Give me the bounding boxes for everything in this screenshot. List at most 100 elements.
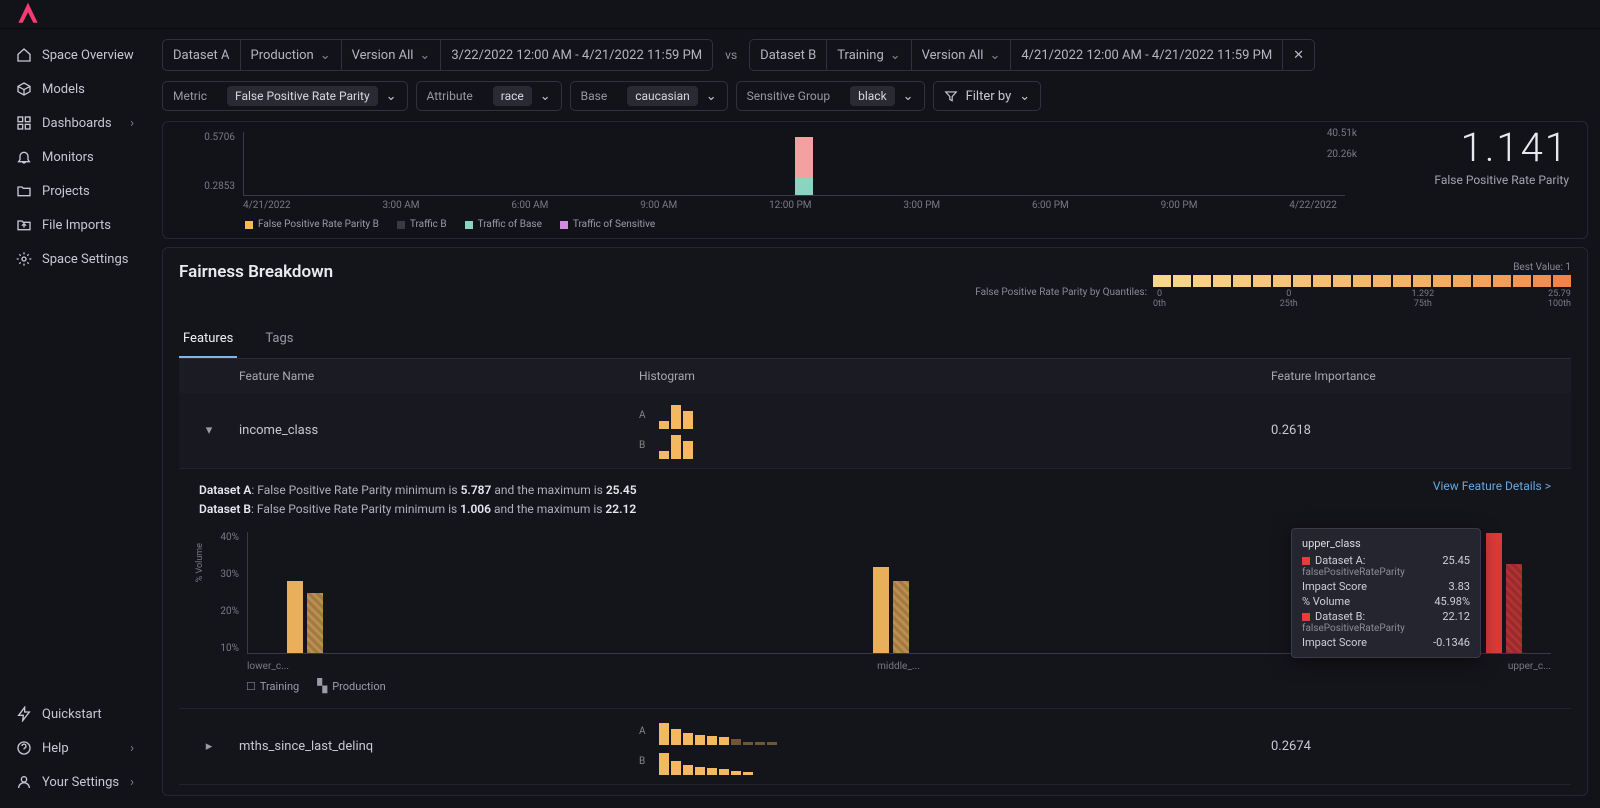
brand-logo xyxy=(14,0,42,28)
dataset-b-daterange[interactable]: PDT 4/21/2022 12:00 AM - 4/21/2022 11:59… xyxy=(1011,40,1283,70)
sidebar-item-monitors[interactable]: Monitors xyxy=(8,141,142,173)
panel-tabs: Features Tags xyxy=(179,323,1571,359)
kpi-label: False Positive Rate Parity xyxy=(1434,173,1569,187)
bell-icon xyxy=(16,149,32,165)
vs-label: vs xyxy=(721,48,741,62)
feature-importance: 0.2618 xyxy=(1271,423,1571,438)
sidebar-item-label: Dashboards xyxy=(42,116,112,131)
dataset-a-version-select[interactable]: Version All⌄ xyxy=(342,40,442,70)
sidebar-item-label: Quickstart xyxy=(42,707,102,722)
sidebar-item-label: File Imports xyxy=(42,218,111,233)
close-icon: ✕ xyxy=(1293,48,1304,63)
expand-toggle[interactable]: ▸ xyxy=(179,739,239,754)
chevron-down-icon: ⌄ xyxy=(419,48,430,63)
chevron-down-icon: ⌄ xyxy=(320,48,331,63)
dataset-b-version-select[interactable]: Version All⌄ xyxy=(912,40,1012,70)
chevron-down-icon: ⌄ xyxy=(540,89,551,104)
chevron-down-icon: ⌄ xyxy=(890,48,901,63)
sidebar-item-your-settings[interactable]: Your Settings › xyxy=(8,766,142,798)
quantile-label: False Positive Rate Parity by Quantiles: xyxy=(975,287,1147,298)
grid-icon xyxy=(16,115,32,131)
user-icon xyxy=(16,774,32,790)
sidebar-item-projects[interactable]: Projects xyxy=(8,175,142,207)
topbar xyxy=(0,0,1600,29)
view-feature-details-link[interactable]: View Feature Details > xyxy=(1433,479,1551,493)
chevron-right-icon: › xyxy=(130,116,134,131)
metric-chip[interactable]: Metric False Positive Rate Parity⌄ xyxy=(162,81,408,111)
dataset-a-env-select[interactable]: Production⌄ xyxy=(241,40,342,70)
filter-by-button[interactable]: Filter by ⌄ xyxy=(933,81,1042,111)
sidebar-item-file-imports[interactable]: File Imports xyxy=(8,209,142,241)
chevron-right-icon: › xyxy=(130,741,134,756)
sidebar-item-label: Projects xyxy=(42,184,90,199)
upload-icon xyxy=(16,217,32,233)
dataset-a-label: Dataset A xyxy=(163,40,241,70)
sidebar: Space Overview Models Dashboards › Monit… xyxy=(0,29,150,808)
feature-importance: 0.2674 xyxy=(1271,739,1571,754)
summary-chart-panel: 0.5706 0.2853 40.51k 20.26k 1.141 False … xyxy=(162,121,1588,239)
sidebar-item-help[interactable]: Help › xyxy=(8,732,142,764)
chevron-down-icon: ⌄ xyxy=(706,89,717,104)
dataset-b-env-select[interactable]: Training⌄ xyxy=(827,40,911,70)
fairness-breakdown-panel: Fairness Breakdown Best Value: 1 False P… xyxy=(162,247,1588,796)
mini-chart-y-axis: 0.5706 0.2853 xyxy=(175,132,235,192)
sidebar-item-label: Space Settings xyxy=(42,252,128,267)
sidebar-item-models[interactable]: Models xyxy=(8,73,142,105)
sidebar-item-dashboards[interactable]: Dashboards › xyxy=(8,107,142,139)
feature-name: mths_since_last_delinq xyxy=(239,739,639,754)
sidebar-item-label: Space Overview xyxy=(42,48,134,63)
dataset-a-daterange[interactable]: PDT 3/22/2022 12:00 AM - 4/21/2022 11:59… xyxy=(441,40,712,70)
quantile-legend: Best Value: 1 False Positive Rate Parity… xyxy=(975,262,1571,309)
dataset-a-group: Dataset A Production⌄ Version All⌄ PDT 3… xyxy=(162,39,713,71)
summary-kpi: 1.141 False Positive Rate Parity xyxy=(1359,124,1569,187)
feature-table-header: Feature Name Histogram Feature Importanc… xyxy=(179,359,1571,393)
kpi-value: 1.141 xyxy=(1461,124,1569,171)
collapse-toggle[interactable]: ▾ xyxy=(179,423,239,438)
base-chip[interactable]: Base caucasian⌄ xyxy=(570,81,728,111)
attribute-chip[interactable]: Attribute race⌄ xyxy=(416,81,562,111)
best-value-label: Best Value: 1 xyxy=(1513,262,1571,273)
dataset-b-group: Dataset B Training⌄ Version All⌄ PDT 4/2… xyxy=(749,39,1315,71)
detail-chart[interactable]: % Volume 40%30%20%10% lower_c...middle_.… xyxy=(199,532,1551,672)
detail-chart-y-axis: 40%30%20%10% xyxy=(199,532,239,654)
feature-row-income-class: ▾ income_class A B 0.2618 xyxy=(179,393,1571,469)
dataset-filter-bar: Dataset A Production⌄ Version All⌄ PDT 3… xyxy=(150,29,1600,81)
feature-histogram: A B xyxy=(639,719,1271,775)
cube-icon xyxy=(16,81,32,97)
mini-chart-x-axis: 4/21/20223:00 AM6:00 AM9:00 AM12:00 PM3:… xyxy=(243,200,1337,211)
feature-name: income_class xyxy=(239,423,639,438)
home-icon xyxy=(16,47,32,63)
mini-chart-legend: False Positive Rate Parity BTraffic BTra… xyxy=(245,219,1575,230)
chevron-down-icon: ⌄ xyxy=(1019,89,1030,104)
sidebar-item-label: Help xyxy=(42,741,69,756)
col-feature-name[interactable]: Feature Name xyxy=(239,369,639,383)
panel-title: Fairness Breakdown xyxy=(179,262,333,282)
mini-chart-right-y-axis: 40.51k 20.26k xyxy=(1327,128,1357,160)
metric-filter-bar: Metric False Positive Rate Parity⌄ Attri… xyxy=(150,81,1600,121)
help-icon xyxy=(16,740,32,756)
sidebar-item-quickstart[interactable]: Quickstart xyxy=(8,698,142,730)
sidebar-item-label: Your Settings xyxy=(42,775,119,790)
col-histogram[interactable]: Histogram xyxy=(639,369,1271,383)
chevron-down-icon: ⌄ xyxy=(989,48,1000,63)
tab-features[interactable]: Features xyxy=(179,323,237,358)
sidebar-item-space-overview[interactable]: Space Overview xyxy=(8,39,142,71)
clear-dataset-b-button[interactable]: ✕ xyxy=(1283,40,1314,70)
bolt-icon xyxy=(16,706,32,722)
detail-summary: Dataset A: False Positive Rate Parity mi… xyxy=(199,481,1551,518)
col-feature-importance[interactable]: Feature Importance xyxy=(1271,369,1571,383)
mini-chart-plot[interactable] xyxy=(243,132,1345,196)
tab-tags[interactable]: Tags xyxy=(261,323,297,358)
dataset-b-label: Dataset B xyxy=(750,40,827,70)
chevron-down-icon: ⌄ xyxy=(386,89,397,104)
feature-histogram: A B xyxy=(639,403,1271,459)
sidebar-item-label: Models xyxy=(42,82,85,97)
feature-row-mths-since-last-delinq: ▸ mths_since_last_delinq A B 0.2674 xyxy=(179,709,1571,785)
chevron-right-icon: › xyxy=(130,775,134,790)
sidebar-item-space-settings[interactable]: Space Settings xyxy=(8,243,142,275)
filter-icon xyxy=(944,89,958,103)
detail-chart-legend: □ Training▚ Production xyxy=(247,678,1551,694)
folder-icon xyxy=(16,183,32,199)
gear-icon xyxy=(16,251,32,267)
sensitive-group-chip[interactable]: Sensitive Group black⌄ xyxy=(736,81,925,111)
